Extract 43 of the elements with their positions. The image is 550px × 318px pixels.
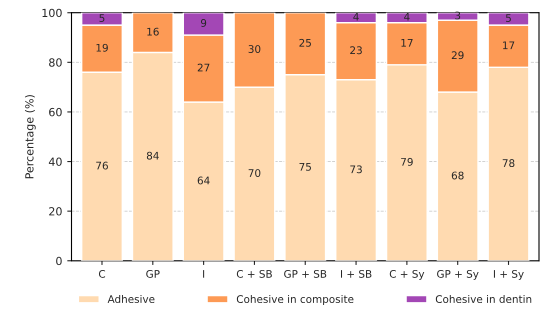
x-tick-label: GP + SB (284, 270, 326, 278)
x-tick-label: C (98, 270, 106, 278)
x-tick-label: GP + Sy (437, 270, 479, 280)
data-label: 3 (455, 12, 460, 20)
data-label: 5 (99, 14, 104, 22)
legend-label: Cohesive in dentin (436, 294, 532, 303)
y-tick-label: 20 (49, 207, 62, 216)
data-label: 29 (452, 51, 464, 60)
data-label: 16 (147, 28, 159, 36)
data-label: 68 (452, 172, 464, 180)
data-label: 30 (248, 45, 260, 53)
data-label: 64 (198, 176, 210, 184)
legend-label: Cohesive in composite (236, 294, 354, 306)
y-tick-label: 60 (49, 108, 62, 116)
y-tick-label: 100 (42, 8, 62, 18)
data-label: 17 (401, 39, 413, 47)
data-label: 78 (502, 159, 514, 168)
x-tick-label: I (203, 270, 204, 278)
data-label: 70 (248, 169, 260, 177)
data-label: 73 (350, 165, 362, 174)
data-label: 84 (146, 152, 159, 160)
data-label: 17 (503, 41, 514, 50)
data-label: 76 (96, 162, 108, 170)
data-label: 9 (200, 19, 206, 27)
x-tick-label: C + Sy (390, 270, 424, 280)
data-label: 25 (299, 38, 311, 47)
y-axis-title: Percentage (%) (24, 95, 36, 178)
y-tick-label: 80 (49, 58, 62, 67)
data-label: 27 (198, 64, 210, 72)
data-label: 79 (401, 158, 413, 166)
x-tick-label: I + SB (340, 270, 372, 278)
y-tick-label: 0 (56, 256, 62, 266)
x-tick-label: C + SB (236, 270, 272, 278)
data-label: 75 (299, 163, 311, 171)
x-tick-label: I + Sy (494, 270, 524, 280)
y-tick-label: 40 (48, 158, 62, 166)
x-tick-label: GP (146, 270, 160, 278)
legend-label: Adhesive (108, 294, 154, 303)
data-label: 5 (506, 14, 511, 22)
data-label: 4 (353, 12, 359, 21)
data-label: 19 (96, 44, 108, 52)
data-label: 23 (350, 46, 362, 54)
data-label: 4 (404, 12, 410, 21)
